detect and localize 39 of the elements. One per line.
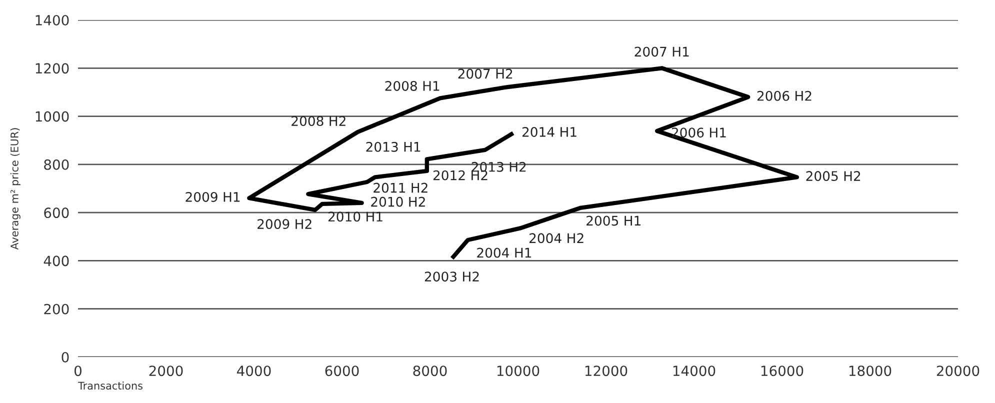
x-tick-label: 10000 [497,366,540,376]
annotation: 2013 H1 [366,142,420,152]
y-tick-label: 600 [44,208,69,218]
annotation: 2010 H1 [328,212,382,222]
annotation: 2004 H1 [477,248,532,258]
x-axis-title: Transactions [78,382,143,390]
annotation: 2010 H2 [371,196,425,207]
annotation: 2008 H2 [292,116,346,126]
annotation: 2005 H2 [806,171,860,182]
y-tick-label: 1400 [36,14,69,26]
annotation: 2006 H2 [757,90,812,101]
annotation: 2009 H2 [258,219,312,230]
annotation: 2004 H2 [530,233,584,244]
annotation: 2007 H2 [458,68,512,79]
x-tick-label: 14000 [673,366,716,376]
y-tick-label: 1200 [36,63,69,74]
x-tick-label: 2000 [149,366,183,376]
y-tick-label: 1000 [36,111,69,122]
x-tick-label: 12000 [585,366,628,376]
annotation: 2005 H1 [586,216,640,226]
annotation: 2003 H2 [424,272,479,282]
y-axis-title: Average m² price (EUR) [10,128,20,250]
x-tick-label: 8000 [413,366,447,376]
y-tick-label: 800 [44,159,69,170]
y-tick-label: 0 [62,352,69,362]
annotation: 2009 H1 [186,192,240,202]
x-tick-label: 0 [74,366,82,376]
x-tick-label: 18000 [849,366,892,376]
annotation: 2006 H1 [672,128,726,138]
x-tick-label: 6000 [325,366,359,376]
y-tick-label: 400 [44,256,69,266]
annotation: 2014 H1 [522,126,576,137]
annotation: 2008 H1 [385,80,440,91]
x-tick-label: 4000 [237,366,271,376]
x-tick-label: 20000 [936,366,980,376]
annotation: 2011 H2 [374,182,428,193]
y-tick-label: 200 [44,304,69,314]
annotation: 2007 H1 [634,46,689,57]
x-tick-label: 16000 [761,366,804,376]
